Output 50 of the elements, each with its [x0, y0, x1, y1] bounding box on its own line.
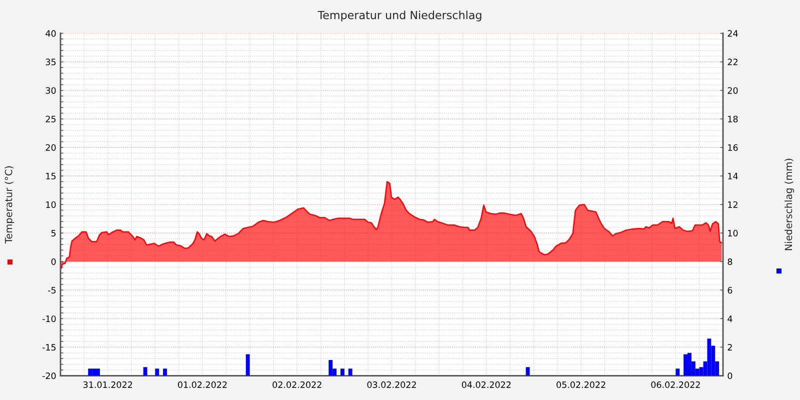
y2-axis-title: Niederschlag (mm): [784, 158, 794, 250]
x-tick-label: 02.02.2022: [272, 381, 322, 388]
y-tick-label: 40: [46, 30, 56, 37]
bar: [155, 368, 160, 376]
bar: [526, 367, 530, 376]
bar: [163, 368, 167, 376]
x-tick-label: 01.02.2022: [178, 381, 227, 388]
bar: [88, 368, 92, 376]
chart-title: Temperatur und Niederschlag: [318, 10, 482, 22]
y2-tick-label: 20: [728, 87, 738, 94]
y2-tick-label: 16: [728, 144, 738, 151]
y-tick-label: 25: [46, 116, 56, 122]
bar: [707, 338, 712, 376]
y-tick-label: -10: [42, 315, 56, 322]
y2-tick-label: 4: [728, 316, 732, 322]
y2-tick-label: 6: [728, 286, 732, 294]
y2-tick-label: 10: [728, 230, 738, 236]
y2-tick-label: 0: [728, 372, 732, 380]
y-tick-label: -15: [42, 344, 56, 351]
y-tick-label: 20: [46, 144, 56, 151]
bar: [246, 354, 250, 376]
y-tick-label: -20: [42, 372, 56, 380]
y2-tick-label: 14: [728, 172, 738, 180]
bar: [340, 368, 344, 376]
y2-tick-label: 2: [728, 344, 732, 350]
x-tick-label: 06.02.2022: [651, 381, 700, 388]
y2-tick-label: 22: [728, 58, 738, 66]
y-tick-label: 0: [51, 258, 56, 266]
y-tick-label: 30: [46, 87, 56, 94]
bar: [96, 368, 100, 376]
bar: [684, 354, 688, 376]
bar: [348, 368, 352, 376]
bar: [688, 352, 692, 376]
x-tick-label: 04.02.2022: [462, 381, 511, 388]
y2-tick-label: 24: [728, 30, 738, 37]
x-tick-label: 05.02.2022: [556, 381, 606, 388]
y-tick-label: 5: [51, 230, 56, 236]
y-tick-label: 35: [46, 58, 56, 66]
bar: [143, 367, 148, 376]
y2-tick-label: 12: [728, 201, 738, 208]
bar: [676, 368, 680, 376]
x-tick-label: 03.02.2022: [367, 381, 416, 388]
y-tick-label: -5: [48, 287, 56, 294]
x-tick-label: 31.01.2022: [83, 381, 132, 388]
y-tick-label: 10: [46, 201, 56, 208]
bar: [328, 360, 333, 376]
y-axis-title: Temperatur (°C): [4, 166, 14, 244]
y-tick-label: 15: [46, 172, 56, 180]
y2-tick-label: 18: [728, 116, 738, 122]
y2-tick-label: 8: [728, 258, 732, 266]
